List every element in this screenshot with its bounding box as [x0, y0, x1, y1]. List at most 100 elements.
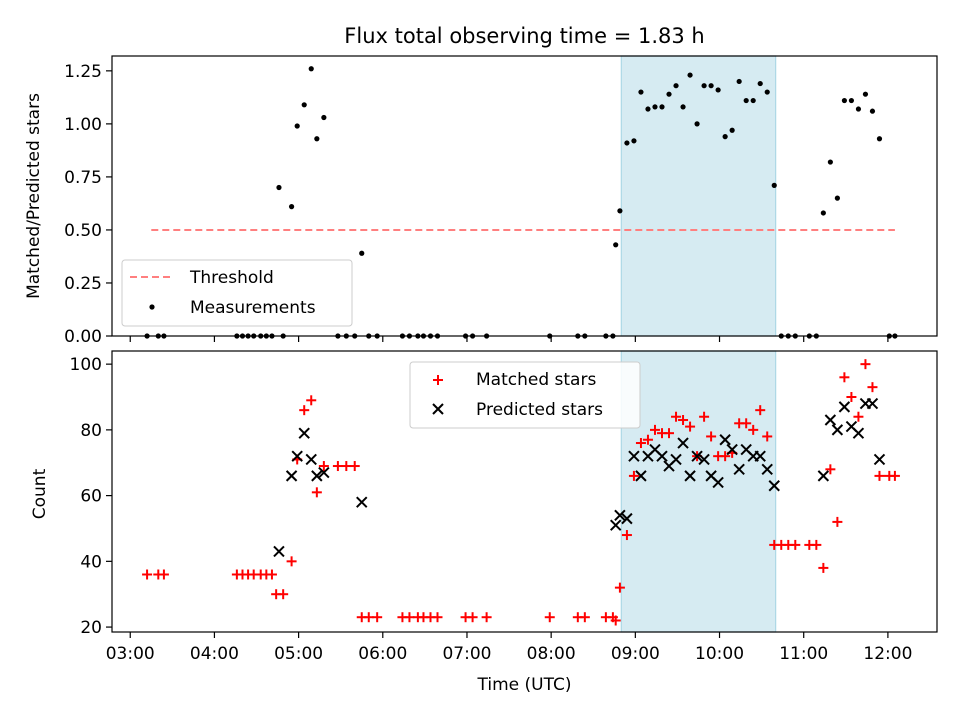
measurement-point [722, 134, 728, 140]
matched-star-point [278, 589, 289, 600]
matched-star-point [158, 569, 169, 580]
measurement-point [301, 102, 307, 108]
top-panel: 0.00 0.25 0.50 0.75 1.00 1.25 Matched/Predict… [24, 55, 938, 347]
matched-star-point [544, 612, 555, 623]
y-tick-label: 0.00 [64, 327, 102, 347]
predicted-star-point [298, 427, 310, 439]
predicted-star-point [677, 437, 689, 449]
measurement-point [638, 89, 644, 95]
matched-star-point [811, 539, 822, 550]
predicted-star-point [318, 466, 330, 479]
matched-star-point [839, 372, 850, 383]
matched-star-point [142, 569, 153, 580]
bottom-legend[interactable]: Matched stars Predicted stars [409, 361, 641, 429]
top-legend-box [121, 259, 353, 327]
matched-star-point [825, 464, 836, 475]
legend-matched-label: Matched stars [476, 370, 596, 390]
measurement-point [613, 242, 619, 248]
matched-star-point [685, 421, 696, 432]
measurement-point [624, 140, 630, 146]
matched-star-point [678, 415, 689, 426]
x-axis-label: Time (UTC) [477, 675, 572, 695]
matched-star-point [853, 411, 864, 422]
measurement-point [694, 121, 700, 127]
top-legend[interactable]: Threshold Measurements [121, 259, 353, 327]
x-tick-label: 09:00 [611, 644, 660, 664]
matched-stars-points [142, 359, 900, 626]
matched-star-point [790, 539, 801, 550]
measurement-point [308, 66, 314, 72]
measurement-point [869, 108, 876, 114]
top-x-ticks [129, 336, 889, 342]
x-tick-label: 11:00 [779, 644, 828, 664]
predicted-star-point [285, 470, 298, 482]
measurement-point [827, 159, 833, 165]
matched-star-point [332, 461, 343, 472]
x-tick-label: 05:00 [274, 644, 323, 664]
measurement-point [359, 250, 365, 256]
matched-star-point [748, 424, 759, 435]
matched-star-point [874, 470, 885, 481]
predicted-star-point [356, 496, 368, 508]
y-tick-label: 0.25 [64, 274, 102, 294]
measurement-point [687, 72, 693, 78]
matched-star-point [706, 431, 717, 442]
measurement-point [673, 83, 679, 89]
predicted-star-point [614, 509, 626, 522]
measurement-point [276, 184, 282, 191]
predicted-star-point [712, 476, 724, 489]
y-tick-label: 1.00 [64, 115, 102, 135]
legend-measurements-swatch [149, 304, 155, 310]
top-plot-frame [111, 55, 938, 337]
predicted-star-point [726, 443, 738, 456]
measurement-point [715, 87, 721, 93]
matched-star-point [741, 418, 752, 429]
predicted-star-point [873, 453, 886, 466]
predicted-star-point [635, 470, 647, 482]
predicted-star-point [609, 519, 622, 531]
measurement-point [294, 123, 300, 129]
measurement-point [708, 83, 714, 89]
measurement-point [701, 83, 707, 89]
matched-star-point [299, 405, 310, 416]
y-tick-label: 60 [80, 487, 102, 507]
measurement-point [743, 97, 749, 104]
measurement-point [736, 78, 742, 85]
matched-star-point [846, 392, 857, 403]
y-tick-label: 20 [80, 618, 102, 638]
bottom-plot-frame [111, 350, 938, 633]
predicted-star-point [628, 450, 640, 462]
matched-star-point [432, 612, 443, 623]
predicted-star-point [824, 414, 837, 426]
measurement-point [659, 104, 665, 110]
predicted-stars-points [273, 397, 886, 558]
measurement-point [666, 91, 672, 97]
predicted-star-point [866, 397, 879, 410]
measurement-point [876, 136, 883, 142]
matched-star-point [614, 582, 625, 593]
bottom-y-axis-label: Count [30, 468, 50, 519]
predicted-star-point [621, 512, 633, 525]
predicted-star-point [698, 453, 710, 466]
y-tick-label: 1.25 [64, 62, 102, 82]
predicted-star-point [838, 401, 851, 413]
matched-star-point [349, 461, 360, 472]
matched-star-point [286, 556, 297, 567]
x-tick-label: 10:00 [695, 644, 744, 664]
matched-star-point [467, 612, 478, 623]
matched-star-point [481, 612, 492, 623]
measurement-point [820, 210, 826, 216]
predicted-star-point [761, 463, 773, 476]
y-tick-label: 0.75 [64, 168, 102, 188]
predicted-star-point [768, 480, 780, 492]
matched-star-point [867, 382, 878, 393]
matched-star-point [720, 451, 731, 462]
measurement-point [750, 97, 756, 104]
matched-star-point [621, 530, 632, 541]
matched-star-point [610, 615, 621, 626]
measurement-point [321, 114, 327, 121]
y-tick-label: 80 [80, 421, 102, 441]
x-tick-label: 06:00 [358, 644, 407, 664]
measurement-point [314, 136, 320, 142]
